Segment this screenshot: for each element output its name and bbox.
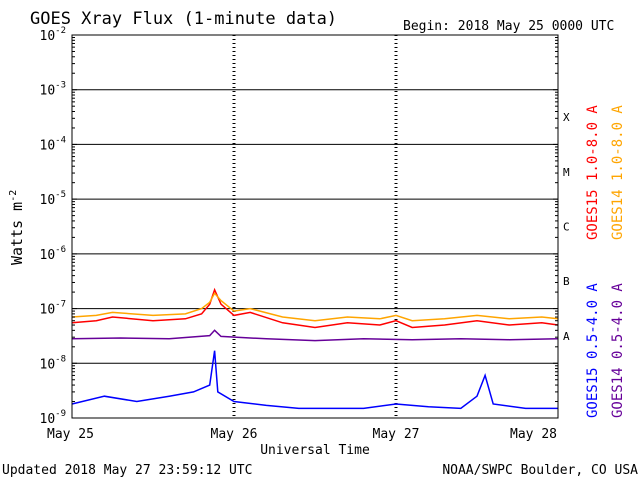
y-axis-label: Watts m-2 <box>8 190 26 265</box>
source-label: NOAA/SWPC Boulder, CO USA <box>442 463 638 478</box>
y-tick-label: 10-6 <box>40 245 67 263</box>
updated-label: Updated 2018 May 27 23:59:12 UTC <box>2 463 252 478</box>
y-tick-label: 10-8 <box>40 354 67 372</box>
x-tick-label: May 25 <box>47 427 94 442</box>
plot-frame <box>71 34 559 419</box>
y-tick-label: 10-3 <box>40 81 67 99</box>
legend-goes15-long: GOES15 1.0-8.0 A <box>585 105 601 240</box>
legend-goes15-short: GOES15 0.5-4.0 A <box>585 283 601 418</box>
series-line <box>71 287 559 329</box>
y-tick-label: 10-7 <box>40 300 67 318</box>
flare-class-label: M <box>563 166 570 179</box>
x-tick-label: May 28 <box>510 427 557 442</box>
flare-class-label: C <box>563 221 570 234</box>
x-axis-label: Universal Time <box>260 443 370 458</box>
flare-class-label: X <box>563 111 570 124</box>
legend-goes14-long: GOES14 1.0-8.0 A <box>610 105 626 240</box>
x-tick-label: May 26 <box>211 427 258 442</box>
flare-class-label: B <box>563 275 570 288</box>
y-tick-label: 10-5 <box>40 190 67 208</box>
begin-label: Begin: 2018 May 25 0000 UTC <box>403 19 614 34</box>
y-tick-label: 10-4 <box>40 135 67 153</box>
series-line <box>71 350 558 410</box>
chart-title: GOES Xray Flux (1-minute data) <box>30 9 337 29</box>
x-tick-label: May 27 <box>373 427 420 442</box>
legend-goes14-short: GOES14 0.5-4.0 A <box>610 283 626 418</box>
flare-class-label: A <box>563 330 570 343</box>
y-tick-label: 10-2 <box>40 26 67 44</box>
series-line <box>71 291 559 322</box>
series-line <box>71 329 559 342</box>
y-tick-label: 10-9 <box>40 409 67 427</box>
